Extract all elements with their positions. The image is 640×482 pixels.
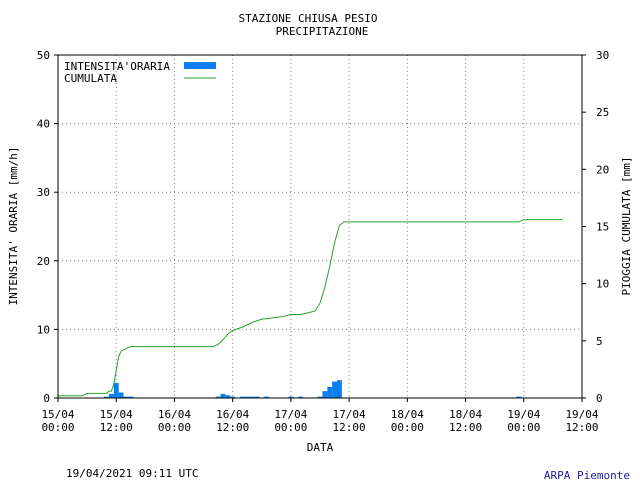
intensity-bar	[317, 396, 323, 398]
x-tick-label-date: 19/04	[507, 408, 540, 421]
cumulative-line	[58, 219, 563, 397]
y-right-tick-label: 30	[596, 49, 609, 62]
footer-timestamp: 19/04/2021 09:11 UTC	[66, 467, 199, 480]
intensity-bar	[220, 393, 226, 398]
y-right-tick-label: 10	[596, 278, 609, 291]
intensity-bar	[264, 396, 270, 398]
x-axis-label: DATA	[307, 441, 334, 454]
intensity-bar	[113, 382, 119, 398]
intensity-bar	[239, 396, 245, 398]
intensity-bar	[230, 396, 236, 398]
intensity-bar	[104, 396, 109, 398]
intensity-bar	[332, 381, 337, 398]
x-tick-label-date: 16/04	[158, 408, 191, 421]
x-tick-label-time: 12:00	[100, 421, 133, 434]
legend-swatch-intensity	[184, 62, 216, 69]
x-tick-label-date: 18/04	[391, 408, 424, 421]
intensity-bar	[123, 396, 129, 398]
y-right-tick-label: 15	[596, 221, 609, 234]
x-tick-label-time: 00:00	[158, 421, 191, 434]
x-tick-label-time: 12:00	[333, 421, 366, 434]
intensity-bar	[327, 387, 333, 398]
intensity-bar	[336, 380, 342, 398]
y-right-tick-label: 20	[596, 163, 609, 176]
intensity-bar	[225, 395, 231, 398]
intensity-bar	[244, 396, 250, 398]
intensity-bar	[128, 396, 134, 398]
x-tick-label-date: 17/04	[333, 408, 366, 421]
y-right-tick-label: 25	[596, 106, 609, 119]
x-tick-label-time: 00:00	[274, 421, 307, 434]
y-left-tick-label: 30	[37, 186, 50, 199]
intensity-bar	[108, 393, 114, 398]
intensity-bar	[288, 396, 294, 398]
grid	[58, 55, 582, 398]
x-tick-label-time: 00:00	[507, 421, 540, 434]
y-right-tick-label: 5	[596, 335, 603, 348]
x-tick-label-time: 12:00	[565, 421, 598, 434]
x-tick-label-time: 12:00	[449, 421, 482, 434]
y-left-tick-label: 10	[37, 323, 50, 336]
intensity-bar	[516, 396, 522, 398]
chart-title-line1: STAZIONE CHIUSA PESIO	[238, 12, 377, 25]
footer-source: ARPA Piemonte	[543, 469, 630, 482]
y-right-tick-label: 0	[596, 392, 603, 405]
x-tick-label-date: 15/04	[100, 408, 133, 421]
y-left-tick-label: 0	[43, 392, 50, 405]
x-tick-label-date: 16/04	[216, 408, 249, 421]
y-left-tick-label: 20	[37, 255, 50, 268]
y-left-tick-label: 50	[37, 49, 50, 62]
x-tick-label-time: 00:00	[41, 421, 74, 434]
intensity-bar	[254, 396, 260, 398]
x-tick-label-date: 18/04	[449, 408, 482, 421]
axis-ticks: 15/0400:0015/0412:0016/0400:0016/0412:00…	[37, 49, 610, 434]
legend-label-cumulative: CUMULATA	[64, 72, 117, 85]
x-tick-label-time: 12:00	[216, 421, 249, 434]
x-tick-label-time: 00:00	[391, 421, 424, 434]
intensity-bar	[298, 396, 304, 398]
x-tick-label-date: 15/04	[41, 408, 74, 421]
intensity-bar	[118, 392, 124, 398]
y-axis-right-label: PIOGGIA CUMULATA [mm]	[620, 156, 633, 295]
y-left-tick-label: 40	[37, 118, 50, 131]
x-tick-label-date: 19/04	[565, 408, 598, 421]
chart-title-line2: PRECIPITAZIONE	[276, 25, 369, 38]
intensity-bar	[322, 391, 328, 398]
cumulative-line-group	[58, 219, 563, 397]
intensity-bar	[249, 396, 255, 398]
legend: INTENSITA'ORARIA CUMULATA	[64, 60, 216, 85]
x-tick-label-date: 17/04	[274, 408, 307, 421]
intensity-bar	[215, 396, 221, 398]
y-axis-left-label: INTENSITA' ORARIA [mm/h]	[7, 147, 20, 306]
legend-label-intensity: INTENSITA'ORARIA	[64, 60, 170, 73]
intensity-bars	[104, 380, 522, 398]
